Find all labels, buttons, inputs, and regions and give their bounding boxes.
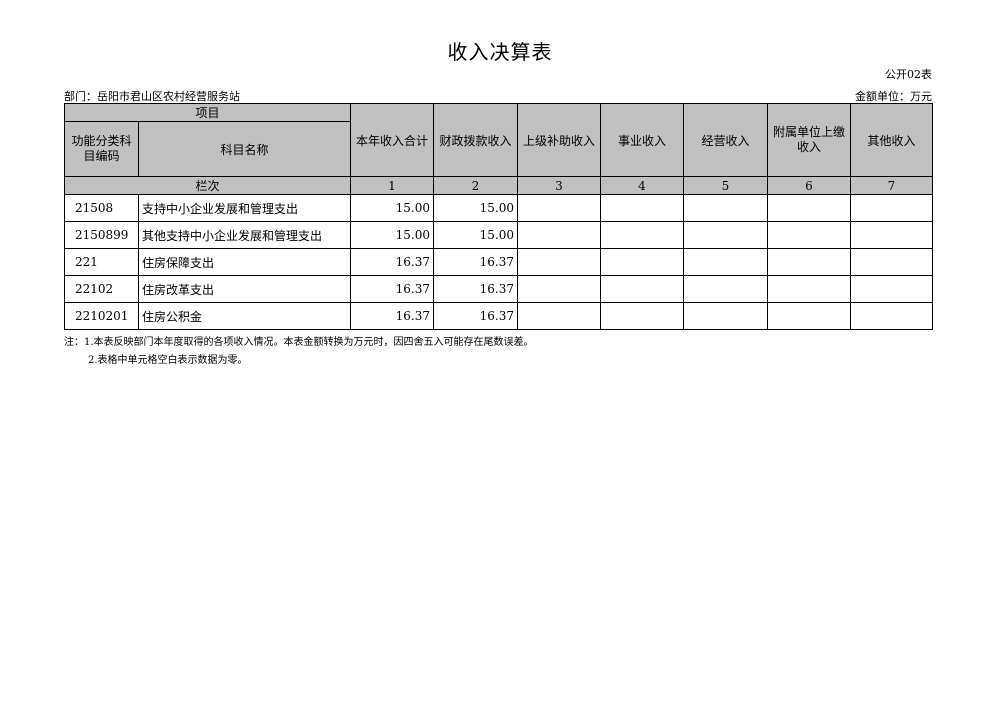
row-code: 21508 — [64, 194, 139, 222]
row-value — [850, 302, 933, 330]
row-value: 15.00 — [350, 194, 434, 222]
row-value — [683, 275, 768, 303]
row-value: 15.00 — [350, 221, 434, 249]
column-number: 1 — [350, 176, 434, 195]
row-code: 2210201 — [64, 302, 139, 330]
row-value — [850, 221, 933, 249]
income-table: 项目 本年收入合计 财政拨款收入 上级补助收入 事业收入 经营收入 附属单位上缴… — [64, 103, 933, 330]
row-value: 15.00 — [433, 194, 518, 222]
note-1: 注：1.本表反映部门本年度取得的各项收入情况。本表金额转换为万元时，因四舍五入可… — [64, 337, 534, 348]
header-col: 本年收入合计 — [350, 103, 434, 177]
row-value — [850, 248, 933, 276]
table-row: 2150899 其他支持中小企业发展和管理支出 15.00 15.00 — [64, 221, 933, 249]
header-col: 附属单位上缴收入 — [767, 103, 851, 177]
column-number: 4 — [600, 176, 684, 195]
row-code: 221 — [64, 248, 139, 276]
row-value: 16.37 — [350, 275, 434, 303]
row-value: 16.37 — [350, 302, 434, 330]
department: 部门：岳阳市君山区农村经营服务站 — [64, 90, 240, 103]
row-value — [683, 248, 768, 276]
row-value — [850, 275, 933, 303]
row-value — [767, 248, 851, 276]
header-col: 财政拨款收入 — [433, 103, 518, 177]
header-column-index: 栏次 — [64, 176, 351, 195]
header-project: 项目 — [64, 103, 351, 122]
row-value: 16.37 — [433, 248, 518, 276]
row-value — [600, 248, 684, 276]
table-row: 22102 住房改革支出 16.37 16.37 — [64, 275, 933, 303]
row-value — [517, 194, 601, 222]
row-name: 其他支持中小企业发展和管理支出 — [138, 221, 351, 249]
column-number: 6 — [767, 176, 851, 195]
row-value — [600, 275, 684, 303]
row-code: 22102 — [64, 275, 139, 303]
row-value — [517, 302, 601, 330]
header-col: 上级补助收入 — [517, 103, 601, 177]
row-value: 16.37 — [433, 275, 518, 303]
header-col: 事业收入 — [600, 103, 684, 177]
row-value: 16.37 — [433, 302, 518, 330]
row-code: 2150899 — [64, 221, 139, 249]
header-col: 其他收入 — [850, 103, 933, 177]
row-value — [683, 302, 768, 330]
column-number: 2 — [433, 176, 518, 195]
header-code: 功能分类科目编码 — [64, 121, 139, 177]
row-value: 15.00 — [433, 221, 518, 249]
header-col: 经营收入 — [683, 103, 768, 177]
row-value — [767, 275, 851, 303]
row-value — [517, 221, 601, 249]
unit: 金额单位：万元 — [855, 90, 932, 103]
row-name: 住房改革支出 — [138, 275, 351, 303]
row-value — [767, 302, 851, 330]
row-value — [683, 194, 768, 222]
row-value: 16.37 — [350, 248, 434, 276]
table-row: 2210201 住房公积金 16.37 16.37 — [64, 302, 933, 330]
column-number: 7 — [850, 176, 933, 195]
row-value — [600, 302, 684, 330]
table-row: 221 住房保障支出 16.37 16.37 — [64, 248, 933, 276]
row-value — [683, 221, 768, 249]
row-name: 支持中小企业发展和管理支出 — [138, 194, 351, 222]
row-value — [850, 194, 933, 222]
row-value — [600, 221, 684, 249]
header-name: 科目名称 — [138, 121, 351, 177]
table-row: 21508 支持中小企业发展和管理支出 15.00 15.00 — [64, 194, 933, 222]
page-title: 收入决算表 — [447, 40, 553, 64]
column-number: 5 — [683, 176, 768, 195]
row-value — [767, 221, 851, 249]
form-number: 公开02表 — [885, 68, 932, 81]
note-2: 2.表格中单元格空白表示数据为零。 — [88, 355, 248, 366]
row-name: 住房保障支出 — [138, 248, 351, 276]
column-number: 3 — [517, 176, 601, 195]
row-value — [517, 275, 601, 303]
row-value — [600, 194, 684, 222]
row-value — [517, 248, 601, 276]
row-name: 住房公积金 — [138, 302, 351, 330]
row-value — [767, 194, 851, 222]
